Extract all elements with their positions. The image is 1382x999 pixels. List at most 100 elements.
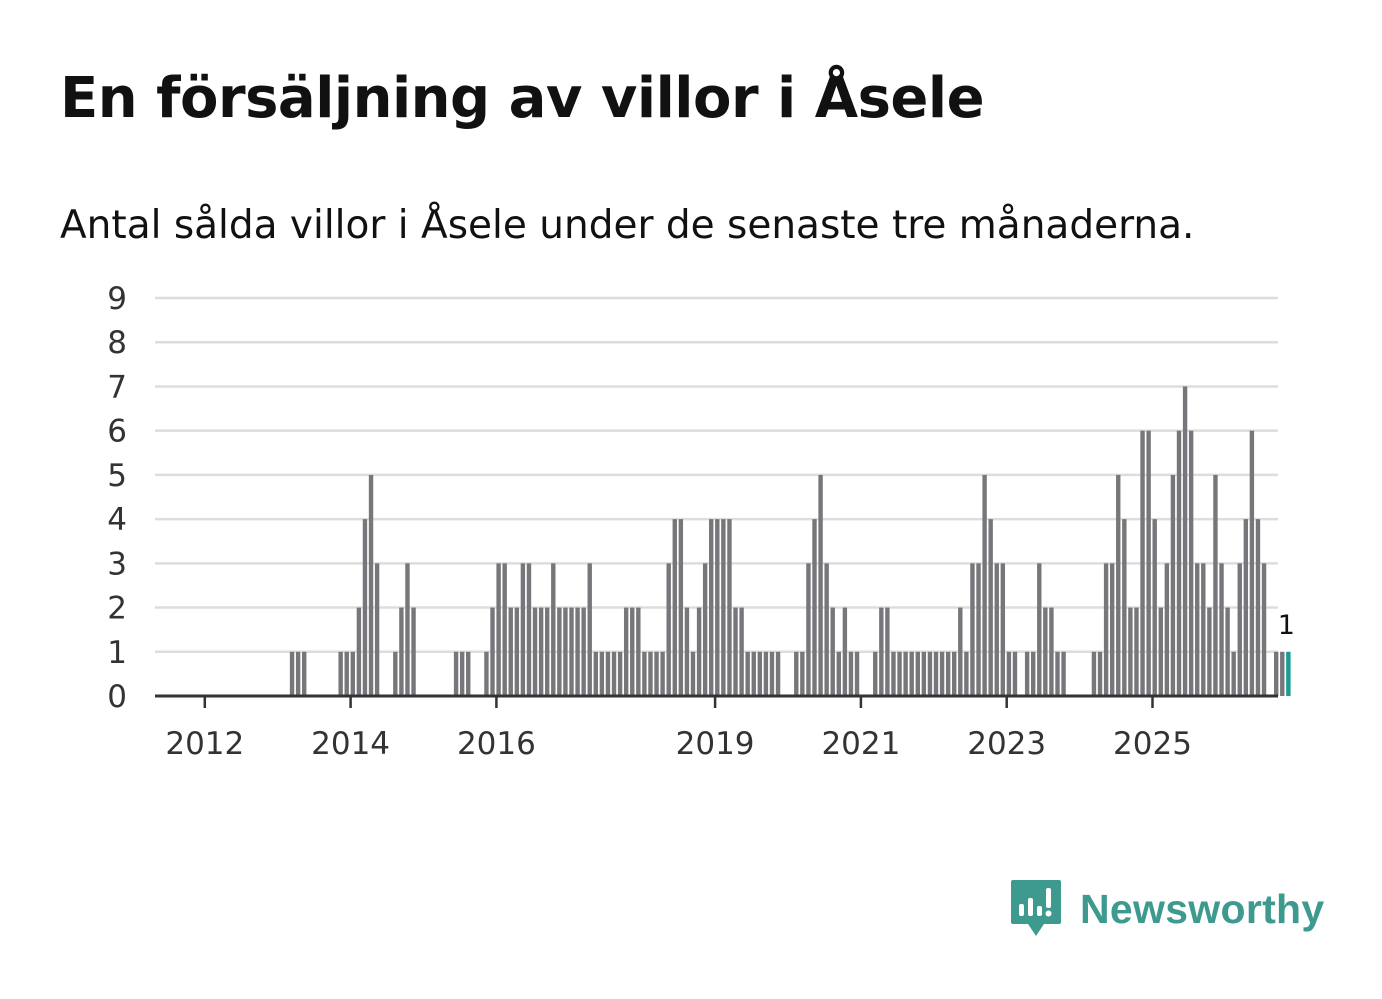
bar: [1122, 519, 1127, 696]
bar: [678, 519, 684, 696]
chart-title: En försäljning av villor i Åsele: [60, 66, 985, 131]
bar: [289, 651, 295, 696]
bar: [1024, 651, 1030, 696]
bar: [909, 651, 914, 696]
bar: [490, 607, 495, 696]
bar: [599, 651, 605, 696]
y-tick-label: 7: [107, 369, 127, 405]
bar: [605, 651, 611, 696]
bar: [344, 651, 349, 696]
bar: [1097, 651, 1103, 696]
bar: [1231, 651, 1236, 696]
y-tick-label: 8: [107, 325, 127, 361]
bar: [453, 651, 459, 696]
bar: [751, 651, 756, 696]
bar: [581, 607, 586, 696]
bar: [721, 519, 726, 696]
y-axis-ticks: 0 1 2 3 4 5 6 7 8 9: [107, 281, 127, 715]
bar: [982, 474, 987, 696]
bar: [702, 563, 708, 696]
bar: [660, 651, 665, 696]
bar: [1158, 607, 1163, 696]
bar: [569, 607, 574, 696]
bar: [745, 651, 750, 696]
bar: [690, 651, 696, 696]
bar: [824, 563, 829, 696]
bar: [1207, 607, 1212, 696]
bar: [672, 519, 677, 696]
bar: [1031, 651, 1036, 696]
bar: [891, 651, 896, 696]
bar: [1103, 563, 1109, 696]
bar: [1213, 474, 1218, 696]
bar: [848, 651, 854, 696]
bar: [514, 607, 520, 696]
x-tick-label: 2025: [1113, 726, 1192, 762]
bar: [587, 563, 592, 696]
y-tick-label: 5: [107, 458, 127, 494]
bar: [1195, 563, 1200, 696]
bar: [1182, 386, 1188, 696]
bar: [1140, 430, 1145, 696]
y-tick-label: 2: [107, 591, 127, 627]
bar: [818, 474, 823, 696]
bar: [1237, 563, 1242, 696]
bar: [526, 563, 532, 696]
bar: [988, 519, 993, 696]
bar: [1249, 430, 1255, 696]
bar: [836, 651, 841, 696]
bar: [654, 651, 659, 696]
bar-highlight: [1286, 651, 1291, 696]
bar: [1049, 607, 1054, 696]
bar: [873, 651, 878, 696]
bar: [769, 651, 775, 696]
bar: [830, 607, 835, 696]
bar: [636, 607, 641, 696]
bar: [794, 651, 799, 696]
bar: [903, 651, 908, 696]
bar: [1201, 563, 1206, 696]
bar: [854, 651, 860, 696]
bar: [1134, 607, 1139, 696]
chart-subtitle: Antal sålda villor i Åsele under de sena…: [60, 203, 1195, 248]
bar: [1116, 474, 1121, 696]
bar: [545, 607, 550, 696]
y-tick-label: 3: [107, 546, 127, 582]
bar: [806, 563, 811, 696]
brand-name: Newsworthy: [1080, 885, 1325, 932]
bar: [295, 651, 301, 696]
bar: [502, 563, 507, 696]
bar: [933, 651, 939, 696]
y-tick-label: 6: [107, 414, 127, 450]
bar: [1006, 651, 1012, 696]
bar: [1043, 607, 1048, 696]
bar: [812, 519, 817, 696]
bar: [1280, 651, 1285, 696]
bar: [484, 651, 489, 696]
bar: [945, 651, 951, 696]
bar: [399, 607, 404, 696]
bar: [648, 651, 653, 696]
bar: [1152, 519, 1157, 696]
bar: [1012, 651, 1018, 696]
bar: [1128, 607, 1133, 696]
bar: [508, 607, 513, 696]
x-tick-label: 2019: [676, 726, 755, 762]
bar: [1164, 563, 1170, 696]
bar: [921, 651, 927, 696]
y-tick-label: 0: [107, 679, 127, 715]
bar: [696, 607, 702, 696]
bar: [393, 651, 398, 696]
bar: [733, 607, 738, 696]
bar: [1255, 519, 1261, 696]
y-tick-label: 1: [107, 635, 127, 671]
bar: [338, 651, 343, 696]
bar: [368, 474, 374, 696]
bar: [952, 651, 957, 696]
bar: [958, 607, 963, 696]
bar: [563, 607, 568, 696]
bar: [994, 563, 999, 696]
newsworthy-logo-icon: [1011, 880, 1061, 936]
x-tick-label: 2014: [311, 726, 390, 762]
x-axis-ticks: 2012 2014 2016 2019 2021 2023 2025: [165, 696, 1192, 762]
